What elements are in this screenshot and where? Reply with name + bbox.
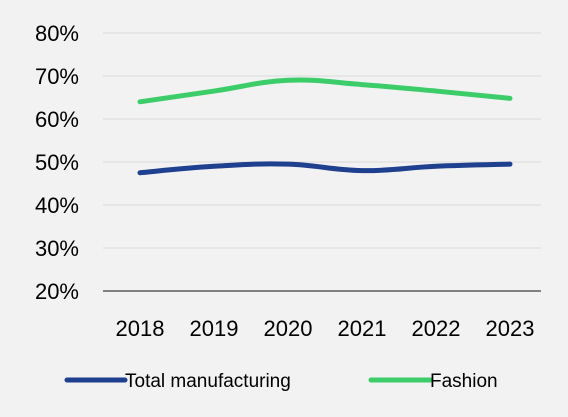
gridlines	[103, 32, 541, 249]
series-line-total-manufacturing	[137, 161, 513, 176]
series-lines	[137, 77, 513, 176]
x-tick-label: 2021	[338, 316, 387, 341]
y-tick-label: 30%	[35, 236, 79, 261]
y-tick-label: 80%	[35, 21, 79, 46]
legend: Total manufacturing Fashion	[64, 371, 498, 392]
y-tick-label: 70%	[35, 64, 79, 89]
y-tick-label: 40%	[35, 193, 79, 218]
x-tick-label: 2019	[190, 316, 239, 341]
legend-label: Fashion	[430, 371, 498, 392]
series-line-fashion	[137, 77, 513, 105]
x-tick-label: 2020	[264, 316, 313, 341]
x-axis-ticks: 2018 2019 2020 2021 2022 2023	[116, 316, 535, 341]
y-axis-ticks: 20% 30% 40% 50% 60% 70% 80%	[35, 21, 79, 304]
legend-label: Total manufacturing	[125, 371, 291, 392]
x-tick-label: 2023	[486, 316, 535, 341]
y-tick-label: 50%	[35, 150, 79, 175]
y-tick-label: 60%	[35, 107, 79, 132]
x-tick-label: 2022	[412, 316, 461, 341]
y-tick-label: 20%	[35, 279, 79, 304]
x-tick-label: 2018	[116, 316, 165, 341]
